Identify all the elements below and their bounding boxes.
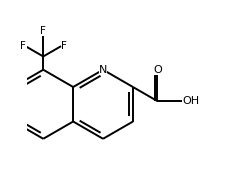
- Text: F: F: [61, 41, 67, 51]
- Text: N: N: [99, 65, 107, 75]
- Text: OH: OH: [182, 96, 199, 106]
- Text: F: F: [40, 26, 46, 36]
- Text: F: F: [20, 41, 26, 51]
- Text: O: O: [153, 65, 162, 75]
